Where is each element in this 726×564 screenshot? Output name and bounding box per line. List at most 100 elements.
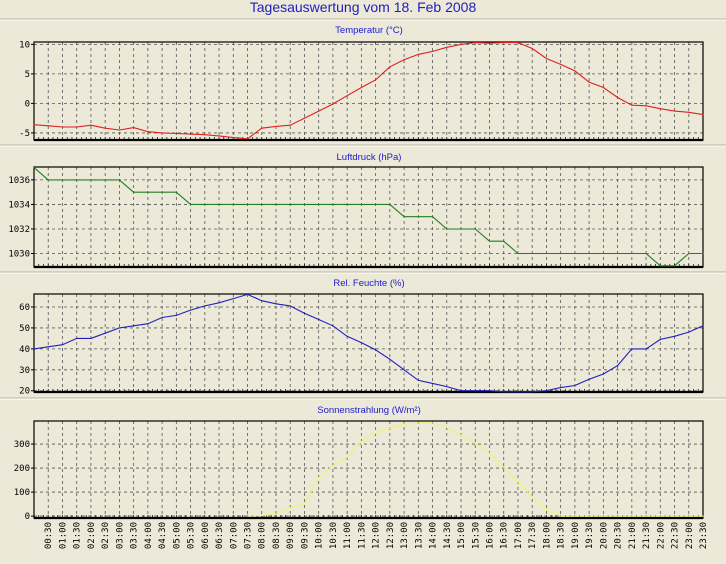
data-point — [189, 203, 192, 206]
x-tick-label: 01:30 — [73, 522, 83, 549]
data-point — [503, 240, 505, 242]
data-point — [76, 337, 78, 339]
data-point — [118, 179, 121, 181]
data-point — [616, 515, 619, 517]
data-point — [503, 41, 505, 44]
x-tick-label: 17:30 — [528, 522, 538, 549]
data-point — [303, 312, 306, 314]
data-point — [104, 127, 106, 129]
data-point — [147, 323, 149, 325]
data-point — [232, 137, 234, 139]
data-point — [289, 507, 291, 509]
x-tick-label: 18:30 — [557, 522, 567, 549]
x-tick-label: 23:00 — [685, 522, 695, 549]
data-point — [431, 50, 434, 53]
data-point — [161, 132, 163, 134]
data-point — [588, 515, 590, 517]
data-point — [417, 379, 419, 381]
data-point — [488, 452, 491, 454]
data-point — [431, 382, 434, 385]
data-point — [375, 203, 377, 206]
x-tick-label: 11:00 — [343, 522, 353, 549]
x-tick-label: 20:30 — [614, 522, 624, 549]
data-point — [517, 252, 519, 255]
data-point — [161, 316, 163, 319]
data-point — [417, 422, 419, 424]
x-tick-label: 12:00 — [372, 522, 382, 549]
data-point — [303, 117, 306, 119]
y-tick-label: 1030 — [8, 250, 30, 260]
data-point — [289, 305, 291, 307]
x-tick-label: 16:00 — [485, 522, 495, 549]
data-point — [33, 167, 35, 169]
x-tick-label: 16:30 — [500, 522, 510, 549]
data-point — [389, 427, 391, 430]
y-tick-label: 30 — [19, 366, 30, 376]
data-point — [673, 110, 676, 112]
data-point — [246, 515, 249, 517]
data-point — [574, 384, 576, 387]
data-point — [175, 314, 177, 316]
data-point — [318, 110, 320, 112]
x-tick-label: 00:30 — [44, 522, 54, 549]
plot-frame — [33, 420, 704, 519]
data-point — [545, 252, 548, 255]
data-point — [375, 432, 377, 434]
data-point — [261, 127, 263, 129]
data-point — [161, 191, 163, 193]
x-tick-label: 05:30 — [187, 522, 197, 549]
y-tick-label: -5 — [19, 129, 30, 139]
data-point — [517, 481, 519, 483]
data-point — [204, 305, 206, 307]
data-point — [688, 331, 690, 333]
chart-title: Luftdruck (hPa) — [337, 152, 402, 163]
data-point — [460, 228, 462, 230]
data-point — [275, 513, 277, 515]
data-point — [545, 390, 548, 392]
y-tick-label: 1034 — [8, 200, 30, 210]
x-tick-label: 06:30 — [215, 522, 225, 549]
data-point — [488, 390, 491, 392]
data-point — [332, 465, 334, 467]
data-point — [645, 348, 647, 350]
data-point — [560, 515, 562, 517]
x-tick-label: 21:30 — [642, 522, 652, 549]
data-point — [702, 325, 704, 327]
data-point — [602, 86, 604, 89]
x-tick-label: 10:30 — [329, 522, 339, 549]
data-point — [375, 79, 377, 81]
data-point — [318, 477, 320, 479]
data-point — [616, 96, 619, 99]
data-point — [645, 105, 647, 107]
chart-panel-0: Temperatur (°C) -5 0 5 10 — [0, 18, 726, 142]
data-point — [275, 303, 277, 305]
data-point — [175, 132, 177, 135]
data-point — [289, 203, 291, 206]
data-point — [659, 265, 661, 267]
x-tick-label: 07:30 — [244, 522, 254, 549]
data-point — [659, 515, 661, 517]
data-point — [588, 252, 590, 255]
data-point — [204, 134, 206, 136]
data-point — [261, 514, 263, 516]
x-tick-label: 22:30 — [671, 522, 681, 549]
x-tick-label: 02:30 — [101, 522, 111, 549]
data-point — [403, 369, 405, 371]
x-tick-label: 06:00 — [201, 522, 211, 549]
data-point — [631, 104, 633, 106]
data-point — [318, 318, 320, 321]
series-line-0 — [33, 42, 704, 140]
data-point — [147, 131, 149, 133]
y-tick-label: 300 — [14, 440, 30, 450]
data-point — [61, 126, 64, 128]
data-point — [403, 423, 405, 425]
data-point — [360, 86, 362, 89]
data-point — [289, 124, 291, 126]
data-point — [175, 191, 177, 193]
series-line-2 — [33, 293, 704, 393]
data-point — [588, 378, 590, 380]
data-point — [360, 441, 362, 443]
plot-frame — [33, 293, 704, 393]
data-point — [474, 390, 476, 392]
